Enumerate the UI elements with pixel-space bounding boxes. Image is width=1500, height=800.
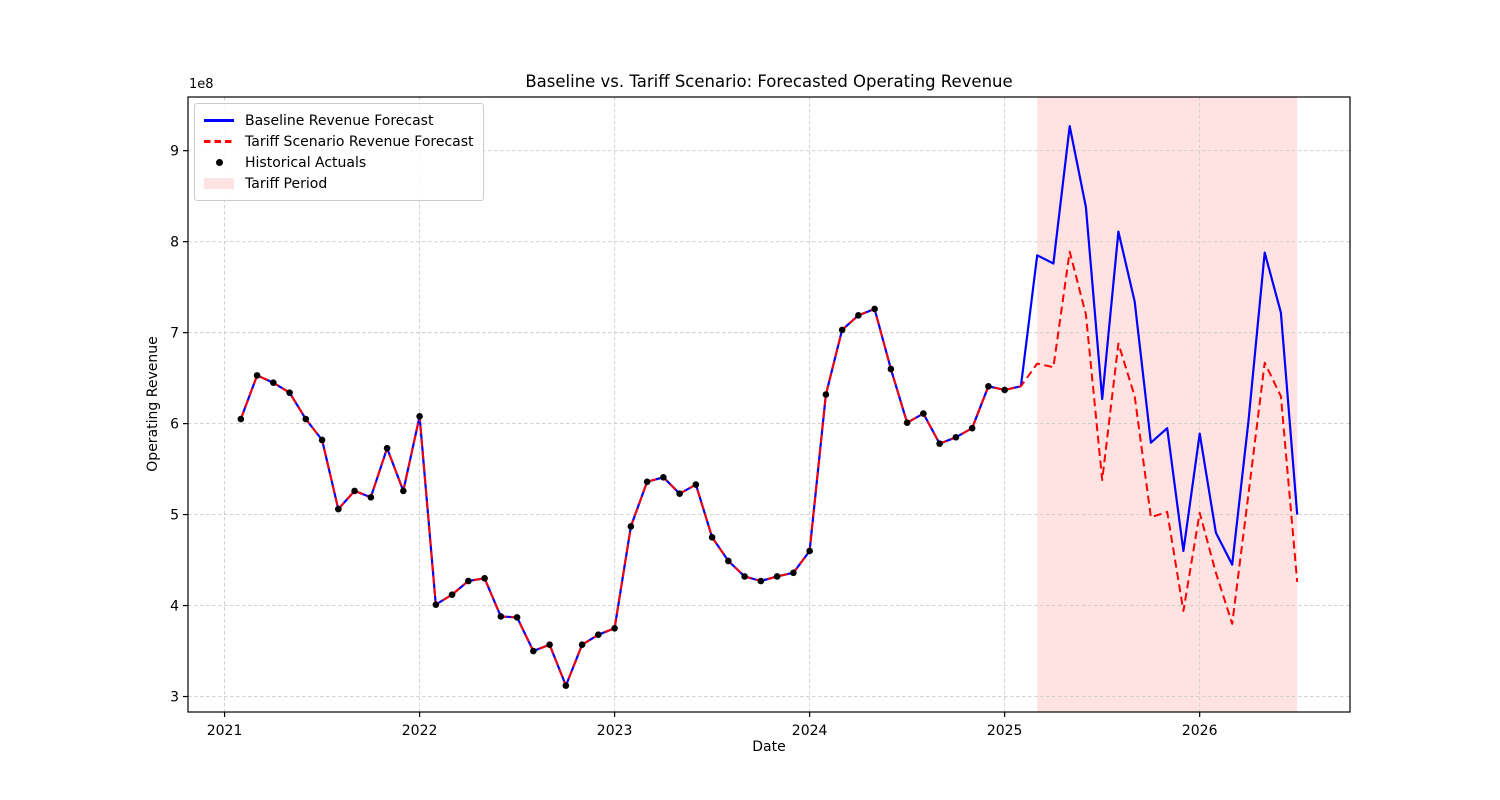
x-axis-label: Date [752,739,786,755]
historical-dots [237,305,1008,689]
plot-border [187,96,1351,713]
y-tick-label: 8 [170,235,179,251]
x-tick-label: 2026 [1182,723,1218,739]
legend: Baseline Revenue Forecast Tariff Scenari… [194,103,484,201]
grid-lines [188,97,1350,712]
x-tick-label: 2022 [402,723,438,739]
legend-item-baseline: Baseline Revenue Forecast [204,110,474,131]
legend-item-historical: Historical Actuals [204,152,474,173]
tariff-line [239,250,1299,687]
legend-tariff-period-patch-swatch [204,178,234,189]
chart-title: Baseline vs. Tariff Scenario: Forecasted… [525,72,1013,91]
axis-ticks: 3 4 5 6 7 8 9 2021 2022 2023 2024 2025 2026 [170,144,1217,739]
legend-label: Tariff Period [245,175,328,192]
x-tick-label: 2025 [987,723,1023,739]
tariff-band [1037,97,1298,712]
y-tick-label: 5 [170,508,179,524]
legend-baseline-line-swatch [204,119,234,122]
y-axis-label: Operating Revenue [145,336,161,472]
y-tick-label: 4 [170,599,179,615]
x-tick-label: 2024 [792,723,828,739]
y-tick-label: 7 [170,326,179,342]
legend-item-tariff: Tariff Scenario Revenue Forecast [204,131,474,152]
legend-label: Baseline Revenue Forecast [245,112,434,129]
x-tick-label: 2023 [597,723,633,739]
x-tick-label: 2021 [207,723,243,739]
y-tick-label: 9 [170,144,179,160]
y-tick-label: 3 [170,690,179,706]
legend-label: Tariff Scenario Revenue Forecast [245,133,474,150]
legend-label: Historical Actuals [245,154,367,171]
legend-historical-dot-swatch [204,159,234,166]
y-tick-label: 6 [170,417,179,433]
legend-tariff-dashed-line-swatch [204,140,234,143]
y-axis-offset-label: 1e8 [189,77,214,92]
legend-item-tariff-period: Tariff Period [204,173,474,194]
